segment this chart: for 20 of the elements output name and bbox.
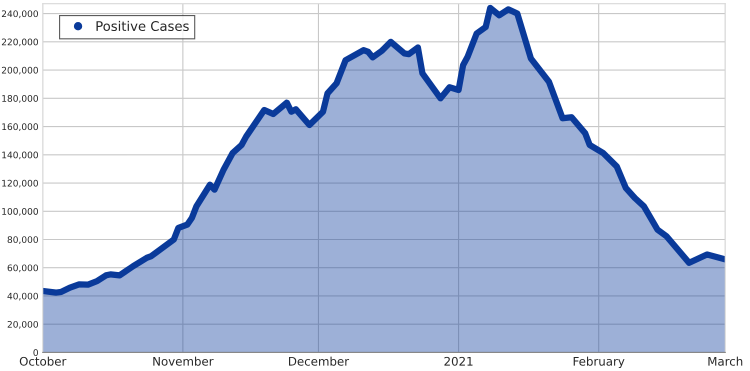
x-tick-label: November	[153, 356, 214, 366]
y-tick-label: 20,000	[8, 320, 38, 329]
x-tick-label: February	[574, 356, 624, 368]
x-tick-label: December	[289, 356, 350, 366]
y-tick-label: 60,000	[8, 264, 38, 272]
x-tick-label: March	[708, 356, 742, 366]
y-tick-label: 240,000	[2, 10, 38, 18]
y-tick-label: 80,000	[8, 236, 38, 244]
y-tick-label: 0	[33, 349, 38, 356]
x-tick-label: 2021	[444, 356, 473, 366]
y-tick-label: 180,000	[2, 95, 38, 103]
y-tick-label: 200,000	[2, 66, 38, 75]
y-tick-label: 100,000	[2, 208, 38, 216]
y-tick-label: 220,000	[2, 38, 38, 46]
y-tick-label: 140,000	[2, 152, 38, 160]
legend-label: Positive Cases	[96, 20, 189, 32]
x-tick-label: October	[20, 356, 66, 366]
y-tick-label: 120,000	[2, 180, 38, 188]
y-tick-label: 40,000	[7, 292, 38, 300]
y-tick-label: 160,000	[2, 123, 38, 132]
